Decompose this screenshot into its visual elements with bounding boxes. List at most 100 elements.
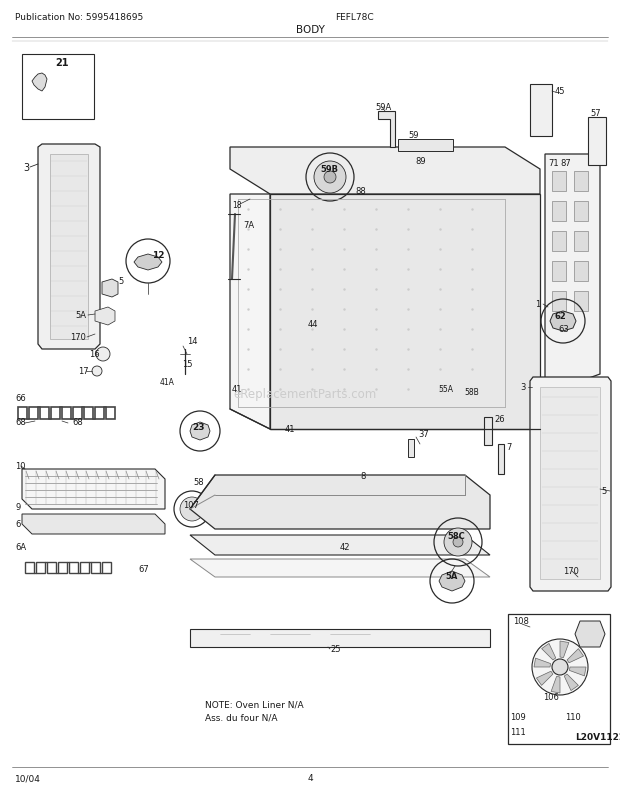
Text: 63: 63 xyxy=(558,325,569,334)
Polygon shape xyxy=(230,195,270,429)
Polygon shape xyxy=(567,649,583,663)
Text: 41: 41 xyxy=(285,425,296,434)
Bar xyxy=(40,407,49,419)
Polygon shape xyxy=(540,387,600,579)
Circle shape xyxy=(180,497,204,521)
Text: 107: 107 xyxy=(183,501,199,510)
Text: 59: 59 xyxy=(408,132,419,140)
Text: 25: 25 xyxy=(330,645,340,654)
Bar xyxy=(51,407,60,419)
Polygon shape xyxy=(190,423,210,440)
Text: 7A: 7A xyxy=(243,221,254,229)
Text: 4: 4 xyxy=(307,774,313,783)
Text: 7: 7 xyxy=(506,443,511,452)
Text: 5A: 5A xyxy=(445,572,458,581)
Bar xyxy=(95,407,104,419)
Text: 18: 18 xyxy=(232,200,242,209)
Bar xyxy=(552,261,566,282)
Polygon shape xyxy=(102,280,118,298)
Polygon shape xyxy=(190,559,490,577)
Polygon shape xyxy=(38,145,100,350)
Bar xyxy=(552,232,566,252)
Circle shape xyxy=(96,347,110,362)
Bar xyxy=(574,172,588,192)
Bar xyxy=(47,562,56,573)
Text: 26: 26 xyxy=(494,415,505,424)
Text: 6A: 6A xyxy=(15,543,26,552)
Bar xyxy=(498,444,504,475)
Text: 3: 3 xyxy=(520,383,525,392)
Text: 3: 3 xyxy=(23,163,29,172)
Bar xyxy=(552,202,566,221)
Text: 110: 110 xyxy=(565,713,581,722)
Text: 10/04: 10/04 xyxy=(15,774,41,783)
Bar xyxy=(574,292,588,312)
Polygon shape xyxy=(270,195,540,429)
Text: 71: 71 xyxy=(548,158,559,168)
Circle shape xyxy=(453,537,463,547)
Bar xyxy=(508,614,610,744)
Circle shape xyxy=(92,367,102,376)
Polygon shape xyxy=(22,514,165,534)
Bar xyxy=(574,202,588,221)
Circle shape xyxy=(552,659,568,675)
Polygon shape xyxy=(569,667,586,676)
Text: 66: 66 xyxy=(15,394,26,403)
Text: 59B: 59B xyxy=(320,165,338,174)
Bar xyxy=(398,140,453,152)
Polygon shape xyxy=(378,111,395,148)
Text: 68: 68 xyxy=(15,418,26,427)
Text: 5: 5 xyxy=(118,277,123,286)
Text: BODY: BODY xyxy=(296,25,324,35)
Bar xyxy=(552,292,566,312)
Bar xyxy=(36,562,45,573)
Text: 106: 106 xyxy=(543,693,559,702)
Circle shape xyxy=(532,639,588,695)
Text: 170: 170 xyxy=(70,333,86,342)
Text: Publication No: 5995418695: Publication No: 5995418695 xyxy=(15,13,143,22)
Text: 68: 68 xyxy=(72,418,82,427)
Text: 111: 111 xyxy=(510,727,526,736)
Text: 17: 17 xyxy=(78,367,89,376)
Polygon shape xyxy=(95,308,115,326)
Text: 57: 57 xyxy=(590,108,601,117)
Polygon shape xyxy=(439,571,465,591)
Text: NOTE: Oven Liner N/A: NOTE: Oven Liner N/A xyxy=(205,699,304,709)
Text: 15: 15 xyxy=(182,360,192,369)
Text: 88: 88 xyxy=(355,187,366,196)
Polygon shape xyxy=(190,476,490,529)
Bar xyxy=(62,407,71,419)
Text: 6: 6 xyxy=(15,520,20,529)
Bar xyxy=(588,118,606,166)
Text: L20V1122: L20V1122 xyxy=(575,732,620,742)
Text: 58B: 58B xyxy=(464,388,479,397)
Text: 62: 62 xyxy=(555,312,567,321)
Text: FEFL78C: FEFL78C xyxy=(335,13,374,22)
Polygon shape xyxy=(564,674,578,691)
Text: 16: 16 xyxy=(89,350,100,359)
Text: 58: 58 xyxy=(193,478,203,487)
Bar xyxy=(574,232,588,252)
Text: 10: 10 xyxy=(15,462,25,471)
Bar xyxy=(29,407,38,419)
Bar xyxy=(84,407,93,419)
Polygon shape xyxy=(551,677,560,693)
Bar xyxy=(574,261,588,282)
Bar xyxy=(22,55,94,119)
Text: 89: 89 xyxy=(415,157,425,166)
Bar xyxy=(484,418,492,445)
Bar xyxy=(58,562,67,573)
Bar xyxy=(69,562,78,573)
Polygon shape xyxy=(575,622,605,647)
Text: 108: 108 xyxy=(513,617,529,626)
Text: 23: 23 xyxy=(192,423,205,432)
Bar xyxy=(408,439,414,457)
Circle shape xyxy=(444,529,472,557)
Text: 44: 44 xyxy=(308,320,319,329)
Text: 109: 109 xyxy=(510,713,526,722)
Polygon shape xyxy=(560,642,569,658)
Bar xyxy=(80,562,89,573)
Text: 41A: 41A xyxy=(160,378,175,387)
Polygon shape xyxy=(134,255,162,270)
Bar xyxy=(73,407,82,419)
